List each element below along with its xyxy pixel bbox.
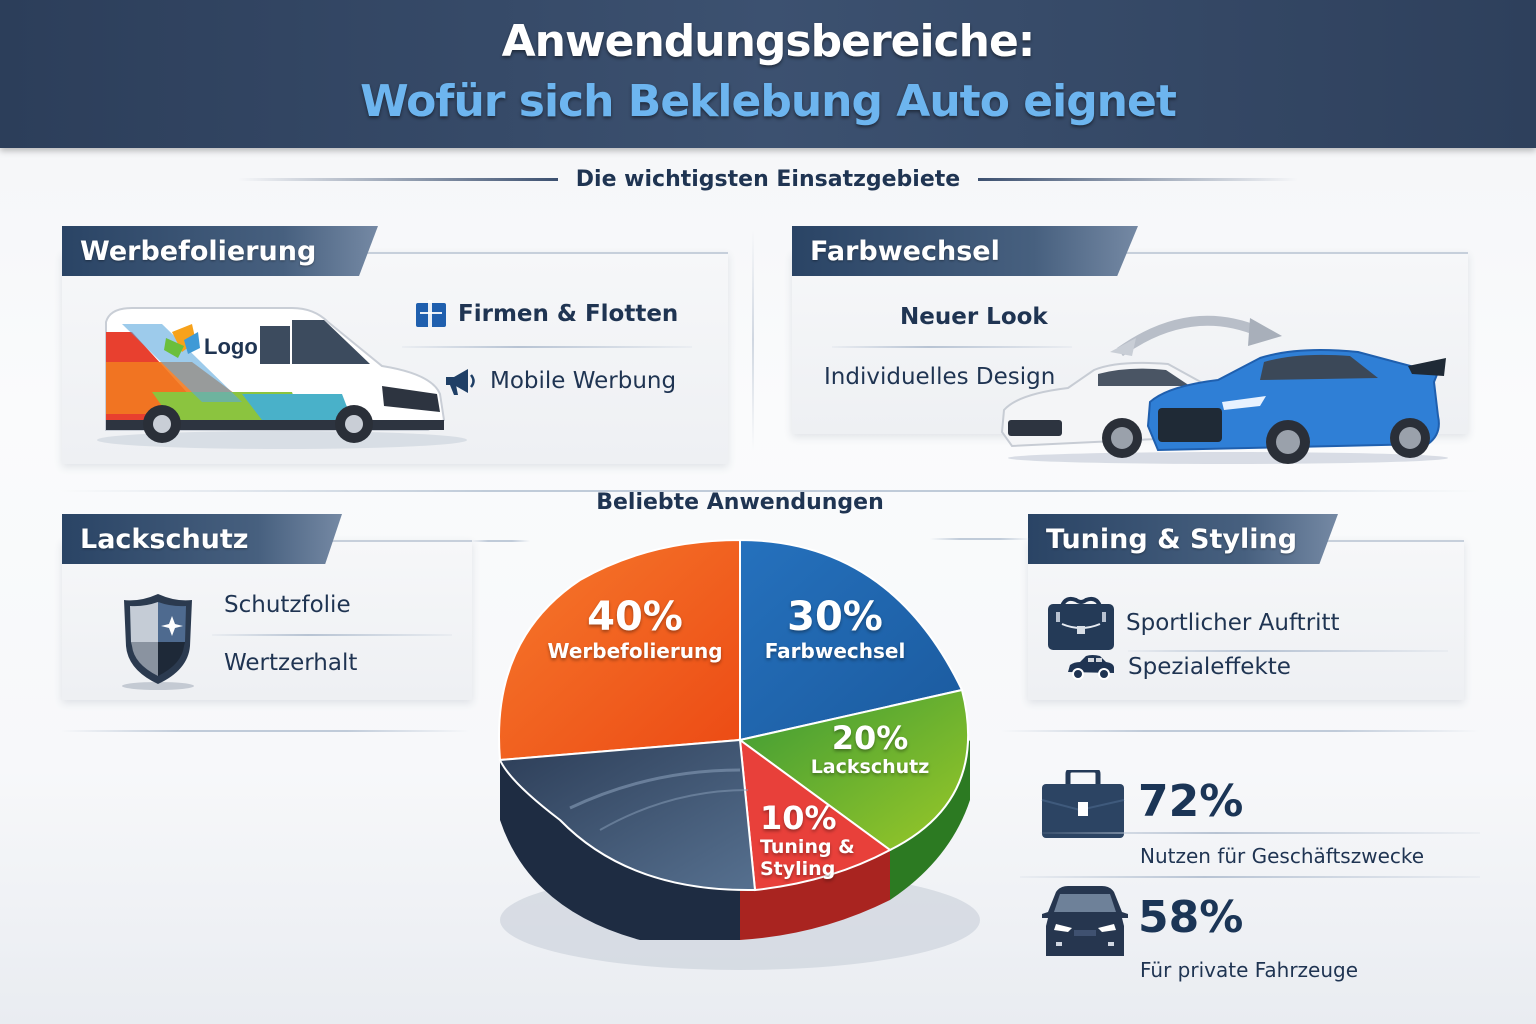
panel-lackschutz: Lackschutz Schutzfolie Wertzerhalt: [62, 514, 472, 704]
pie-label-werbefolierung: 40% Werbefolierung: [540, 594, 730, 663]
item-divider: [402, 346, 692, 348]
item-label: Mobile Werbung: [490, 368, 677, 394]
pie-pct: 20%: [831, 719, 909, 757]
briefcase-icon: [1041, 770, 1125, 838]
building-icon: [416, 300, 446, 327]
pie-chart: 40% Werbefolierung 30% Farbwechsel 20% L…: [470, 520, 1010, 980]
list-item-spezialeffekte: Spezialeffekte: [1066, 654, 1291, 680]
stat-value: 58%: [1138, 892, 1244, 943]
pie-pct: 10%: [760, 799, 837, 837]
pie-label-farbwechsel: 30% Farbwechsel: [760, 594, 910, 663]
pie-name: Lackschutz: [810, 755, 930, 778]
shield-icon: [122, 594, 194, 690]
item-divider: [212, 634, 452, 636]
stat-desc: Für private Fahrzeuge: [1140, 958, 1359, 982]
bag-icon: [1048, 596, 1114, 650]
list-item-firmen: Firmen & Flotten: [416, 300, 678, 328]
cars-illustration: [1000, 349, 1448, 464]
stat-business: 72% Nutzen für Geschäftszwecke: [1040, 770, 1480, 880]
header-banner: Anwendungsbereiche: Wofür sich Beklebung…: [0, 0, 1536, 148]
pie-label-lackschutz: 20% Lackschutz: [800, 720, 940, 779]
car-front-icon: [1042, 886, 1128, 956]
heading-line-left: [237, 177, 558, 181]
list-item-mobile-werbung: Mobile Werbung: [444, 366, 676, 396]
divider-left-bottom: [60, 730, 470, 732]
pie-pct: 30%: [787, 594, 883, 640]
panel-tag: Farbwechsel: [792, 226, 1138, 276]
item-divider: [832, 346, 1072, 348]
item-label: Schutzfolie: [224, 592, 351, 618]
stat-desc: Nutzen für Geschäftszwecke: [1140, 844, 1425, 868]
heading-line-right: [978, 177, 1299, 181]
stat-divider: [1040, 832, 1480, 834]
panel-tag: Lackschutz: [62, 514, 342, 564]
section-heading-text: Die wichtigsten Einsatzgebiete: [575, 166, 961, 192]
item-label: Individuelles Design: [824, 364, 1056, 390]
pie-title: Beliebte Anwendungen: [596, 490, 884, 515]
panel-tag: Tuning & Styling: [1028, 514, 1338, 564]
stat-private: 58% Für private Fahrzeuge: [1038, 886, 1478, 996]
panel-werbefolierung: Werbefolierung Logo Firmen & Flotten: [62, 226, 728, 466]
item-label: Sportlicher Auftritt: [1126, 610, 1340, 636]
page-subtitle: Wofür sich Beklebung Auto eignet: [360, 76, 1177, 127]
panel-tuning: Tuning & Styling Sportlicher Auftritt Sp…: [1028, 514, 1464, 704]
megaphone-icon: [446, 369, 475, 395]
pie-name: Werbefolierung: [547, 639, 723, 663]
divider-right-bottom: [1000, 730, 1480, 732]
van-illustration: Logo: [97, 307, 467, 449]
list-item-individuelles-design: Individuelles Design: [824, 364, 1055, 390]
pie-chart-graphic: [498, 538, 980, 970]
pie-line-right: [930, 538, 1030, 540]
page-title: Anwendungsbereiche:: [501, 16, 1036, 67]
svg-text:Logo: Logo: [204, 334, 258, 359]
pie-name: Tuning &: [760, 835, 855, 858]
stat-separator: [1020, 876, 1480, 878]
item-label: Wertzerhalt: [224, 650, 358, 676]
swap-arrow-icon: [1110, 315, 1282, 356]
panel-tag: Werbefolierung: [62, 226, 378, 276]
pie-pct: 40%: [587, 594, 683, 640]
item-divider: [1128, 650, 1448, 652]
divider-vertical: [752, 230, 754, 450]
stat-value: 72%: [1138, 776, 1244, 827]
list-item-sportlicher-auftritt: Sportlicher Auftritt: [1048, 596, 1340, 650]
car-icon: [1068, 655, 1114, 680]
list-item-schutzfolie: Schutzfolie: [224, 592, 351, 618]
pie-name: Styling: [760, 857, 836, 880]
pie-name: Farbwechsel: [764, 639, 906, 663]
section-heading: Die wichtigsten Einsatzgebiete: [0, 162, 1536, 196]
item-label: Firmen & Flotten: [458, 301, 679, 327]
list-item-neuer-look: Neuer Look: [900, 304, 1048, 330]
item-label: Spezialeffekte: [1128, 654, 1291, 680]
pie-label-tuning: 10% Tuning & Styling: [760, 800, 860, 880]
panel-farbwechsel: Farbwechsel Neuer Look Individuelles Des…: [792, 226, 1468, 466]
divider-horizontal: [60, 490, 1480, 492]
pie-line-left: [470, 540, 530, 542]
item-label: Neuer Look: [900, 304, 1048, 330]
list-item-wertzerhalt: Wertzerhalt: [224, 650, 357, 676]
